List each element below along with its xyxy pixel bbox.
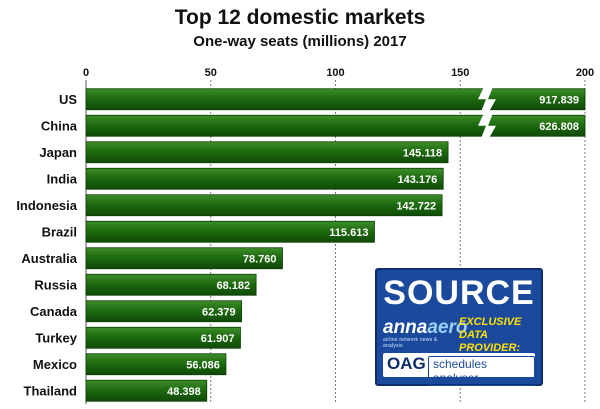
data-label: 62.379 xyxy=(202,306,236,318)
chart-subtitle: One-way seats (millions) 2017 xyxy=(193,33,407,50)
badge-source-label: SOURCE xyxy=(383,274,535,312)
data-label: 56.086 xyxy=(186,359,220,371)
chart-title: Top 12 domestic markets xyxy=(174,6,426,29)
badge-exclusive-text: EXCLUSIVE DATA PROVIDER: xyxy=(459,316,541,355)
bar xyxy=(85,194,443,217)
bar xyxy=(85,353,227,376)
bar xyxy=(85,247,283,270)
axis-break-mark xyxy=(478,113,496,139)
bar xyxy=(85,167,444,190)
bar xyxy=(85,220,375,243)
category-label: Mexico xyxy=(33,357,77,372)
x-tick-label: 50 xyxy=(205,67,217,79)
source-badge: SOURCE annaaero airline network news & a… xyxy=(375,268,543,386)
x-tick-label: 150 xyxy=(451,67,469,79)
category-label: Thailand xyxy=(24,383,78,398)
bar xyxy=(85,273,257,296)
axis-break xyxy=(478,86,496,112)
data-label: 145.118 xyxy=(403,147,442,159)
category-label: Russia xyxy=(34,277,77,292)
bar xyxy=(85,141,449,164)
category-label: Canada xyxy=(30,304,78,319)
category-label: China xyxy=(41,118,78,133)
axis-break xyxy=(478,113,496,139)
logo-anna: anna xyxy=(383,317,428,338)
oag-mark: OAG xyxy=(387,354,426,373)
category-label: US xyxy=(59,92,77,107)
bar xyxy=(85,326,241,349)
data-label: 143.176 xyxy=(397,174,437,186)
data-label: 115.613 xyxy=(329,227,368,239)
category-label: Brazil xyxy=(42,224,77,239)
data-label: 48.398 xyxy=(167,386,201,398)
logo-tagline: airline network news & analysis xyxy=(383,337,438,349)
data-label: 68.182 xyxy=(216,280,250,292)
category-label: Indonesia xyxy=(16,198,77,213)
data-label: 78.760 xyxy=(243,253,277,265)
badge-exclusive-line2: DATA PROVIDER: xyxy=(459,329,521,354)
data-label: 626.808 xyxy=(539,121,579,133)
oag-product-name: schedules analyser xyxy=(428,356,535,386)
x-tick-label: 200 xyxy=(576,67,594,79)
category-label: Australia xyxy=(21,251,77,266)
badge-exclusive-line1: EXCLUSIVE xyxy=(459,316,522,328)
axis-break-mark xyxy=(478,86,496,112)
bar xyxy=(85,88,586,111)
bar xyxy=(85,379,208,402)
anna-aero-logo: annaaero airline network news & analysis xyxy=(383,317,468,349)
data-label: 917.839 xyxy=(539,94,579,106)
category-label: India xyxy=(47,171,78,186)
x-tick-label: 0 xyxy=(83,67,89,79)
logo-aero: aero xyxy=(427,317,468,338)
category-label: Turkey xyxy=(35,330,77,345)
category-label: Japan xyxy=(39,145,77,160)
bar xyxy=(85,114,586,137)
bar xyxy=(85,300,243,323)
data-label: 142.722 xyxy=(396,200,436,212)
data-label: 61.907 xyxy=(201,333,235,345)
oag-logo: OAG schedules analyser xyxy=(383,353,535,386)
x-tick-label: 100 xyxy=(326,67,344,79)
